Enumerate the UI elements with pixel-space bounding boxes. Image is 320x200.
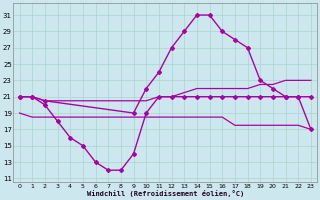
X-axis label: Windchill (Refroidissement éolien,°C): Windchill (Refroidissement éolien,°C)	[87, 190, 244, 197]
